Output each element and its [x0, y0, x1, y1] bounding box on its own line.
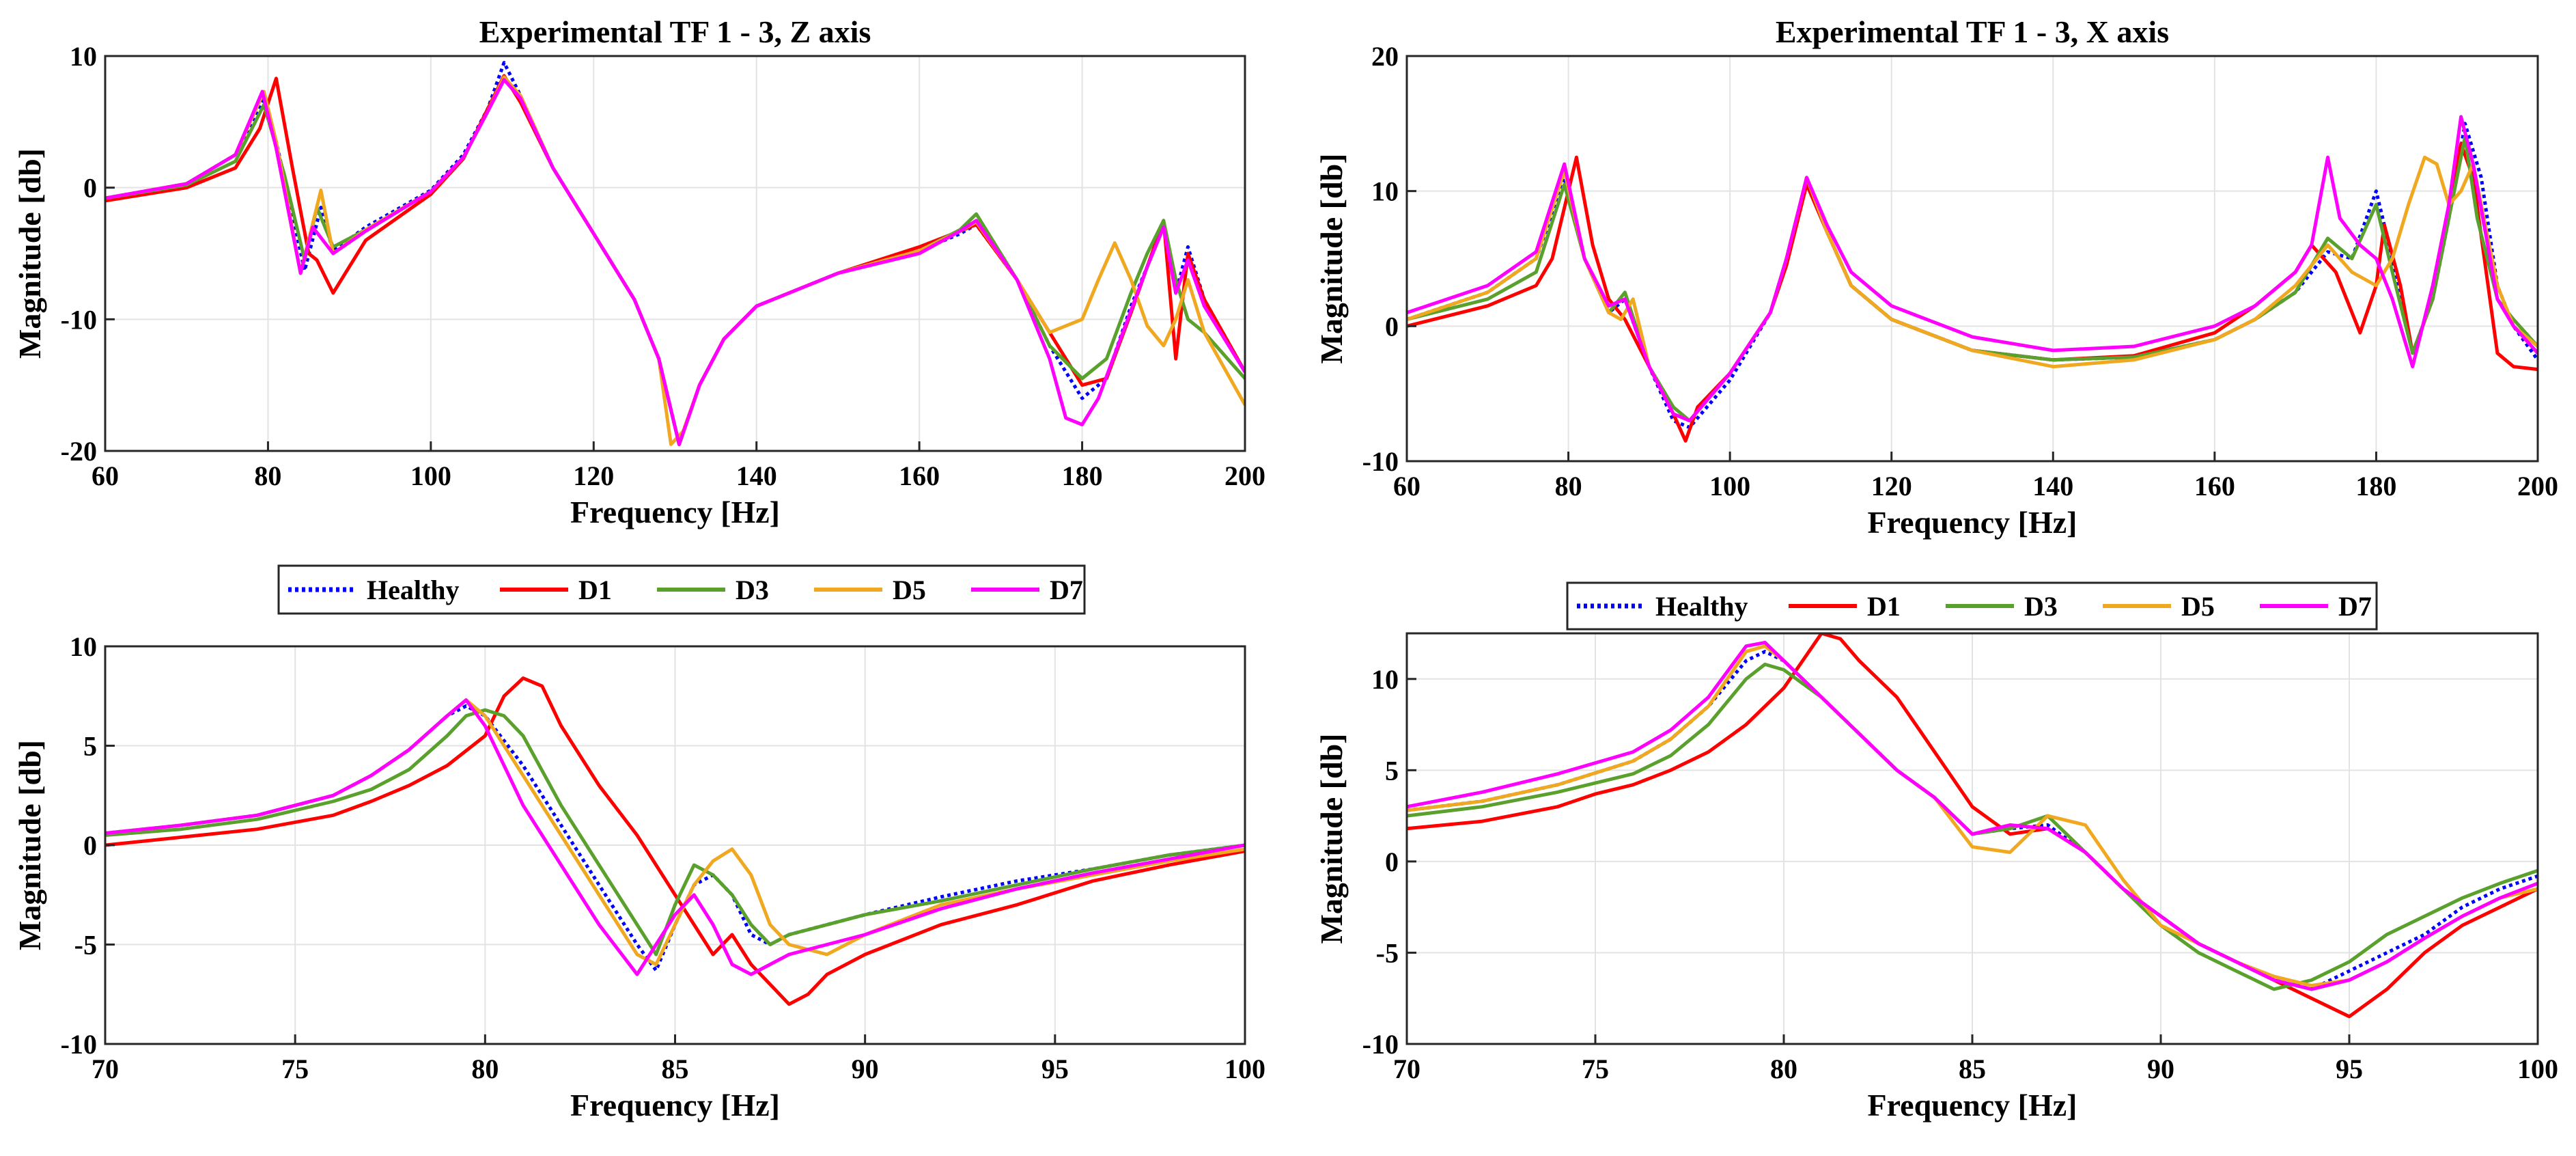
x-axis-label: Frequency [Hz] — [1867, 1088, 2077, 1123]
legend-label-d7: D7 — [2338, 591, 2372, 622]
y-axis-label: Magnitude [db] — [12, 740, 47, 950]
x-tick-label: 85 — [662, 1054, 689, 1084]
y-tick-label: -5 — [1376, 937, 1399, 968]
x-tick-label: 160 — [2194, 471, 2235, 501]
x-tick-label: 120 — [1871, 471, 1912, 501]
series-line-d7 — [105, 78, 1245, 446]
y-tick-label: -20 — [61, 436, 97, 467]
chart-panel-4: 70 75 80 85 90 95 100 -10 -5 0 5 10 Frequency [Hz] Ma… — [1314, 581, 2558, 1123]
x-tick-label: 100 — [2517, 1054, 2558, 1084]
y-tick-label: 10 — [70, 41, 97, 72]
y-tick-label: 0 — [83, 173, 97, 204]
x-tick-label: 75 — [1582, 1054, 1609, 1084]
chart-title: Experimental TF 1 - 3, Z axis — [479, 14, 871, 49]
plot-area — [1407, 56, 2538, 461]
x-tick-label: 180 — [2355, 471, 2396, 501]
x-axis-label: Frequency [Hz] — [570, 1088, 780, 1123]
x-tick-label: 180 — [1062, 460, 1103, 491]
chart-panel-2: 60 80 100 120 140 160 180 200 -10 0 10 20 Experiment… — [1314, 14, 2558, 540]
x-tick-label: 140 — [2032, 471, 2073, 501]
x-tick-label: 70 — [1393, 1054, 1420, 1084]
series-group — [105, 676, 1245, 1006]
x-tick-label: 100 — [1709, 471, 1750, 501]
x-tick-label: 140 — [736, 460, 777, 491]
series-line-d1 — [105, 676, 1245, 1006]
series-line-d1 — [1407, 633, 2538, 1019]
series-line-d7 — [1407, 115, 2538, 423]
plot-area — [105, 56, 1245, 451]
y-tick-label: -5 — [74, 930, 97, 961]
y-tick-label: 5 — [1385, 755, 1399, 786]
x-tick-label: 80 — [254, 460, 281, 491]
chart-panel-3: 70 75 80 85 90 95 100 -10 -5 0 5 10 Frequency [Hz] Ma… — [12, 564, 1265, 1123]
series-group — [1407, 633, 2538, 1019]
x-tick-label: 80 — [1555, 471, 1582, 501]
x-axis-label: Frequency [Hz] — [1867, 505, 2077, 540]
chart-title: Experimental TF 1 - 3, X axis — [1776, 14, 2169, 49]
axes-frame — [1405, 55, 2539, 463]
x-tick-label: 85 — [1959, 1054, 1986, 1084]
x-tick-label: 200 — [1224, 460, 1265, 491]
legend-label-healthy: Healthy — [367, 575, 460, 605]
y-tick-label: 10 — [1371, 176, 1399, 207]
y-tick-label: 0 — [1385, 311, 1399, 342]
legend-label-d3: D3 — [736, 575, 769, 605]
y-tick-label: -10 — [1362, 446, 1399, 477]
chart-panel-1: 60 80 100 120 140 160 180 200 -20 -10 0 10 Experimen… — [12, 14, 1265, 529]
series-line-d5 — [1407, 155, 2538, 423]
axes-frame — [104, 55, 1246, 452]
legend-label-d3: D3 — [2024, 591, 2058, 622]
x-tick-label: 100 — [1224, 1054, 1265, 1084]
x-tick-label: 100 — [410, 460, 451, 491]
series-line-d3 — [1407, 662, 2538, 991]
y-tick-label: 10 — [1371, 664, 1399, 695]
y-tick-label: 5 — [83, 731, 97, 762]
legend-label-d5: D5 — [893, 575, 926, 605]
series-line-d7 — [1407, 640, 2538, 991]
x-tick-label: 75 — [281, 1054, 309, 1084]
series-group — [105, 61, 1245, 446]
y-tick-label: 0 — [1385, 847, 1399, 877]
series-group — [1407, 115, 2538, 443]
x-tick-label: 70 — [92, 1054, 119, 1084]
series-line-d3 — [105, 708, 1245, 957]
x-tick-label: 60 — [1393, 471, 1420, 501]
x-tick-label: 60 — [92, 460, 119, 491]
legend-label-d1: D1 — [578, 575, 612, 605]
y-tick-label: -10 — [61, 1029, 97, 1060]
legend: Healthy D1 D3 D5 D7 — [277, 564, 1086, 615]
legend-label-d7: D7 — [1050, 575, 1083, 605]
legend-label-healthy: Healthy — [1655, 591, 1748, 622]
legend-label-d1: D1 — [1867, 591, 1901, 622]
y-tick-label: 10 — [70, 631, 97, 662]
x-tick-label: 95 — [2336, 1054, 2363, 1084]
x-tick-label: 95 — [1041, 1054, 1069, 1084]
y-tick-label: -10 — [1362, 1029, 1399, 1060]
y-axis-label: Magnitude [db] — [1314, 734, 1349, 944]
series-line-d7 — [105, 698, 1245, 976]
x-tick-label: 80 — [471, 1054, 499, 1084]
x-tick-label: 80 — [1770, 1054, 1797, 1084]
y-axis-label: Magnitude [db] — [1314, 154, 1349, 364]
x-tick-label: 90 — [852, 1054, 879, 1084]
y-tick-label: 20 — [1371, 41, 1399, 72]
legend-label-d5: D5 — [2181, 591, 2215, 622]
y-axis-label: Magnitude [db] — [12, 148, 47, 359]
x-tick-label: 160 — [899, 460, 940, 491]
x-tick-label: 200 — [2517, 471, 2558, 501]
y-tick-label: 0 — [83, 830, 97, 861]
x-tick-label: 120 — [573, 460, 614, 491]
legend: Healthy D1 D3 D5 D7 — [1566, 581, 2378, 631]
x-tick-label: 90 — [2147, 1054, 2174, 1084]
x-axis-label: Frequency [Hz] — [570, 495, 780, 529]
y-tick-label: -10 — [61, 304, 97, 335]
